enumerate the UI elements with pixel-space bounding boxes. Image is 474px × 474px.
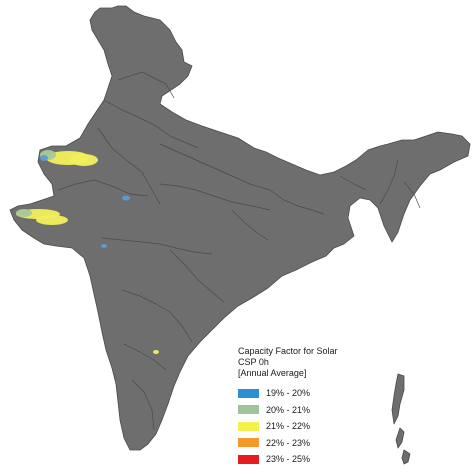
legend-label: 19% - 20% (266, 388, 311, 398)
legend-item: 23% - 25% (238, 454, 356, 464)
state-boundary (379, 159, 399, 205)
legend-label: 23% - 25% (266, 454, 311, 464)
state-boundary (231, 209, 269, 241)
legend-swatch (238, 405, 259, 414)
legend-swatch (238, 421, 259, 431)
legend-swatch (238, 388, 259, 398)
state-boundary (159, 183, 271, 211)
state-boundary (97, 127, 161, 205)
legend: Capacity Factor for Solar CSP 0h [Annual… (238, 346, 356, 471)
state-boundary (159, 143, 271, 191)
legend-label: 20% - 21% (266, 404, 311, 415)
state-boundary (57, 179, 149, 197)
legend-item: 19% - 20% (238, 388, 356, 398)
legend-title-line1: Capacity Factor for Solar CSP 0h (238, 346, 338, 367)
legend-label: 22% - 23% (266, 437, 311, 448)
legend-items: 19% - 20% 20% - 21% 21% - 22% 22% - 23% … (238, 388, 356, 464)
solar-region-yellow (153, 350, 159, 354)
state-boundary (117, 71, 175, 99)
mainland-india (9, 5, 471, 451)
solar-region-yellow (36, 215, 68, 225)
legend-title-line2: [Annual Average] (238, 368, 307, 378)
andaman-islands (391, 373, 405, 425)
legend-swatch (238, 454, 259, 464)
legend-label: 21% - 22% (266, 421, 311, 431)
state-boundary (131, 379, 155, 431)
solar-region-blue (122, 195, 130, 201)
legend-item: 22% - 23% (238, 438, 356, 448)
solar-region-green (16, 209, 32, 217)
southern-islands (401, 449, 411, 465)
nicobar-islands (395, 427, 405, 449)
legend-item: 20% - 21% (238, 405, 356, 415)
legend-swatch (238, 438, 259, 447)
state-boundary (339, 175, 367, 191)
state-boundary (269, 189, 325, 215)
solar-region-blue (101, 244, 107, 248)
state-boundary (123, 343, 167, 371)
state-boundary (403, 181, 421, 209)
state-boundary (121, 289, 193, 343)
state-boundary (103, 99, 199, 149)
legend-item: 21% - 22% (238, 421, 356, 431)
solar-region-blue (40, 155, 48, 161)
state-boundary (169, 249, 225, 303)
solar-region-yellow (70, 154, 98, 166)
state-boundary (101, 237, 213, 255)
